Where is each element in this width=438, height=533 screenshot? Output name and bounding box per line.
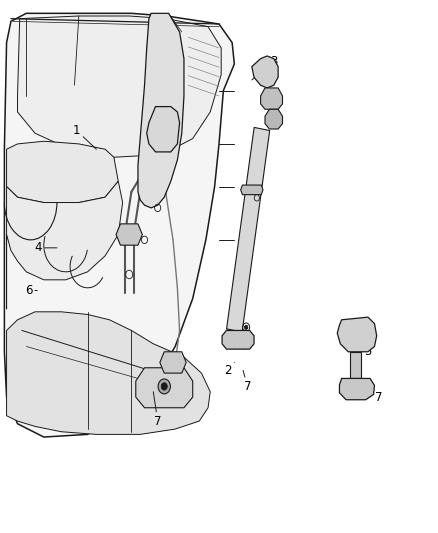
Text: 7: 7 [366, 389, 383, 403]
Text: 7: 7 [243, 370, 251, 393]
Polygon shape [337, 317, 377, 352]
Polygon shape [222, 330, 254, 349]
Text: 6: 6 [25, 284, 37, 297]
Polygon shape [226, 127, 270, 332]
Circle shape [161, 383, 167, 390]
Text: 4: 4 [34, 241, 57, 254]
Polygon shape [252, 56, 278, 88]
Polygon shape [7, 141, 118, 203]
Text: 5: 5 [350, 344, 371, 358]
Text: 3: 3 [252, 55, 277, 80]
Polygon shape [339, 378, 374, 400]
Polygon shape [160, 352, 186, 373]
Polygon shape [18, 16, 221, 157]
Polygon shape [4, 13, 234, 437]
Polygon shape [265, 109, 283, 129]
Text: 1: 1 [73, 124, 96, 149]
Polygon shape [350, 352, 361, 378]
Circle shape [244, 325, 248, 329]
Polygon shape [136, 368, 193, 408]
Polygon shape [138, 13, 184, 208]
Circle shape [158, 379, 170, 394]
Polygon shape [7, 181, 123, 309]
Polygon shape [261, 88, 283, 109]
Polygon shape [240, 185, 263, 195]
Polygon shape [116, 224, 142, 245]
Polygon shape [7, 312, 210, 434]
Text: 7: 7 [153, 392, 162, 427]
Text: 2: 2 [224, 362, 234, 377]
Polygon shape [147, 107, 180, 152]
Circle shape [364, 389, 367, 393]
